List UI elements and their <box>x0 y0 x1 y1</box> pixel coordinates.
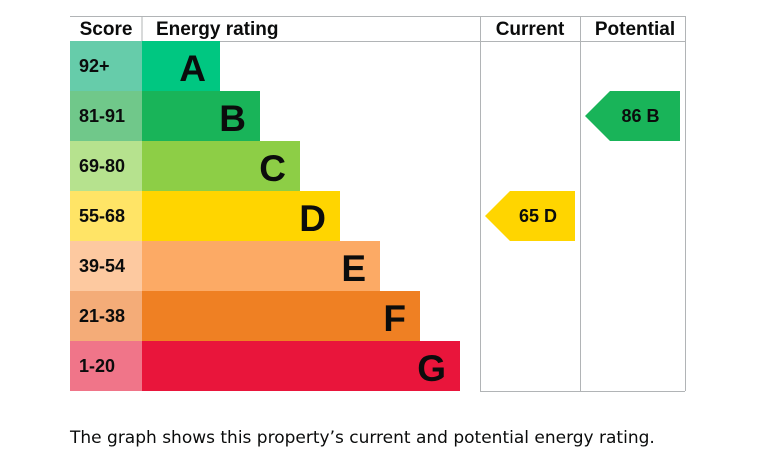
score-cell-c <box>70 141 142 191</box>
band-letter-f: F <box>383 298 406 339</box>
score-range-g: 1-20 <box>79 356 115 376</box>
potential-rating-label: 86 B <box>621 106 659 126</box>
score-range-a: 92+ <box>79 56 110 76</box>
band-letter-b: B <box>219 98 246 139</box>
column-headers: Score Energy rating Current Potential <box>80 19 676 40</box>
band-bar-c <box>142 141 300 191</box>
band-bar-d <box>142 191 340 241</box>
band-bar-g <box>142 341 460 391</box>
band-letter-a: A <box>179 48 206 89</box>
band-bar-b <box>142 91 260 141</box>
band-bar-e <box>142 241 380 291</box>
chart-caption: The graph shows this property’s current … <box>70 428 655 448</box>
score-cell-e <box>70 241 142 291</box>
score-range-c: 69-80 <box>79 156 125 176</box>
score-range-b: 81-91 <box>79 106 125 126</box>
header-current: Current <box>496 19 565 40</box>
band-letter-d: D <box>299 198 326 239</box>
score-cell-b <box>70 91 142 141</box>
band-letter-c: C <box>259 148 286 189</box>
score-cell-a <box>70 41 142 91</box>
header-energy-rating: Energy rating <box>156 19 278 40</box>
band-letter-e: E <box>341 248 366 289</box>
rating-markers: 65 D 86 B <box>485 91 680 241</box>
header-potential: Potential <box>595 19 675 40</box>
rating-bands: 92+ A 81-91 B 69-80 C 55-68 D 39-54 E 21-38 F 1-20 G <box>70 41 460 391</box>
current-rating-label: 65 D <box>519 206 557 226</box>
score-range-f: 21-38 <box>79 306 125 326</box>
potential-rating-arrow <box>585 91 680 141</box>
band-letter-g: G <box>417 348 446 389</box>
epc-chart: 92+ A81-91 B69-80 C55-68 D39-54 E21-38 F1-20 G … <box>70 16 686 392</box>
band-bar-f <box>142 291 420 341</box>
score-range-e: 39-54 <box>79 256 125 276</box>
current-rating-arrow <box>485 191 575 241</box>
band-bar-a <box>142 41 220 91</box>
score-cell-f <box>70 291 142 341</box>
score-cell-g <box>70 341 142 391</box>
score-range-d: 55-68 <box>79 206 125 226</box>
score-cell-d <box>70 191 142 241</box>
header-score: Score <box>80 19 133 40</box>
